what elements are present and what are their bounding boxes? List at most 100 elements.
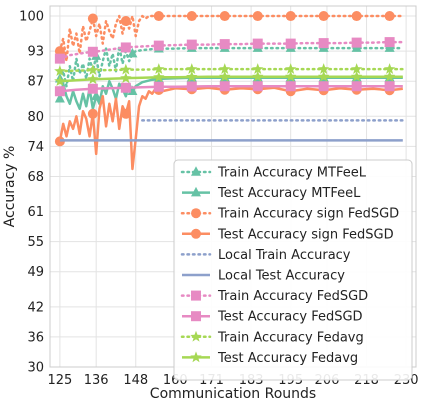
data-point bbox=[384, 81, 395, 92]
legend-item: Train Accuracy Fedavg bbox=[180, 330, 364, 345]
data-point bbox=[87, 46, 98, 57]
data-point bbox=[120, 16, 131, 27]
legend-item: Test Accuracy Fedavg bbox=[182, 351, 358, 366]
data-point bbox=[350, 63, 363, 75]
legend-item: Test Accuracy MTFeeL bbox=[182, 186, 361, 201]
x-tick-label: 148 bbox=[123, 373, 148, 388]
data-point bbox=[219, 70, 231, 82]
series-line bbox=[59, 84, 403, 93]
data-point bbox=[317, 63, 330, 75]
data-point bbox=[219, 63, 231, 75]
legend-marker bbox=[190, 330, 202, 342]
data-point bbox=[127, 47, 138, 58]
data-point bbox=[120, 72, 132, 84]
legend-label: Train Accuracy sign FedSGD bbox=[217, 207, 399, 222]
series-8 bbox=[54, 81, 403, 97]
data-point bbox=[54, 86, 65, 97]
data-point bbox=[351, 11, 362, 22]
data-point bbox=[186, 63, 198, 75]
data-point bbox=[285, 11, 296, 22]
legend-label: Local Test Accuracy bbox=[218, 269, 345, 284]
series-layer bbox=[54, 11, 405, 171]
y-tick-label: 68 bbox=[27, 170, 44, 185]
legend-marker bbox=[191, 166, 201, 176]
data-point bbox=[120, 63, 132, 75]
data-point bbox=[384, 42, 395, 52]
data-point bbox=[219, 81, 230, 92]
data-point bbox=[120, 42, 131, 53]
legend-item: Train Accuracy FedSGD bbox=[180, 289, 368, 304]
data-point bbox=[87, 64, 99, 76]
data-point bbox=[252, 11, 263, 22]
y-tick-label: 80 bbox=[27, 110, 44, 125]
series-line bbox=[58, 14, 405, 63]
legend-label: Train Accuracy MTFeeL bbox=[217, 166, 367, 181]
data-point bbox=[219, 11, 230, 22]
series-7 bbox=[54, 37, 405, 64]
data-point bbox=[350, 70, 363, 82]
data-point bbox=[87, 13, 98, 24]
data-point bbox=[186, 81, 197, 92]
y-tick-label: 87 bbox=[27, 75, 44, 90]
data-point bbox=[54, 53, 65, 64]
data-point bbox=[318, 81, 329, 92]
data-point bbox=[120, 108, 131, 119]
data-point bbox=[54, 93, 65, 103]
legend-frame bbox=[173, 159, 413, 381]
data-point bbox=[186, 70, 198, 82]
data-point bbox=[87, 73, 99, 85]
legend-label: Test Accuracy FedSGD bbox=[217, 310, 363, 325]
data-point bbox=[120, 82, 131, 93]
y-tick-label: 49 bbox=[27, 265, 44, 280]
legend-item: Test Accuracy sign FedSGD bbox=[182, 227, 394, 242]
data-point bbox=[186, 11, 197, 22]
legend-label: Local Train Accuracy bbox=[218, 248, 351, 263]
data-point bbox=[54, 65, 66, 77]
data-point bbox=[285, 63, 297, 75]
data-point bbox=[87, 108, 98, 119]
legend-label: Test Accuracy MTFeeL bbox=[217, 186, 361, 201]
x-tick-label: 125 bbox=[47, 373, 72, 388]
data-point bbox=[219, 39, 230, 50]
y-tick-label: 55 bbox=[27, 235, 44, 250]
data-point bbox=[351, 37, 362, 48]
legend-label: Train Accuracy Fedavg bbox=[217, 330, 364, 345]
data-point bbox=[54, 75, 66, 87]
data-point bbox=[383, 70, 396, 82]
data-point bbox=[153, 63, 165, 75]
y-tick-label: 30 bbox=[27, 361, 44, 376]
data-point bbox=[87, 83, 98, 94]
data-point bbox=[318, 11, 329, 22]
legend-item: Test Accuracy FedSGD bbox=[182, 310, 363, 325]
data-point bbox=[383, 63, 396, 75]
legend-label: Test Accuracy sign FedSGD bbox=[217, 227, 394, 242]
data-point bbox=[351, 81, 362, 92]
data-point bbox=[252, 38, 263, 49]
legend-marker bbox=[191, 311, 201, 322]
y-tick-label: 42 bbox=[27, 300, 44, 315]
legend-item: Train Accuracy sign FedSGD bbox=[180, 207, 399, 222]
y-tick-label: 74 bbox=[27, 140, 44, 155]
legend-marker bbox=[191, 208, 201, 219]
data-point bbox=[153, 71, 165, 83]
data-point bbox=[384, 11, 395, 22]
series-3 bbox=[54, 11, 405, 63]
data-point bbox=[285, 38, 296, 49]
x-tick-label: 136 bbox=[84, 373, 109, 388]
data-point bbox=[252, 81, 263, 92]
legend-marker bbox=[191, 186, 201, 197]
legend-marker bbox=[190, 351, 202, 363]
data-point bbox=[285, 81, 296, 92]
data-point bbox=[54, 46, 65, 57]
data-point bbox=[91, 90, 102, 100]
data-point bbox=[285, 70, 297, 82]
data-point bbox=[153, 81, 164, 92]
y-axis-label: Accuracy % bbox=[2, 146, 18, 228]
legend-marker bbox=[191, 290, 201, 301]
data-point bbox=[317, 70, 330, 82]
series-10 bbox=[54, 70, 403, 87]
y-tick-label: 100 bbox=[19, 10, 44, 25]
y-tick-label: 61 bbox=[27, 205, 44, 220]
